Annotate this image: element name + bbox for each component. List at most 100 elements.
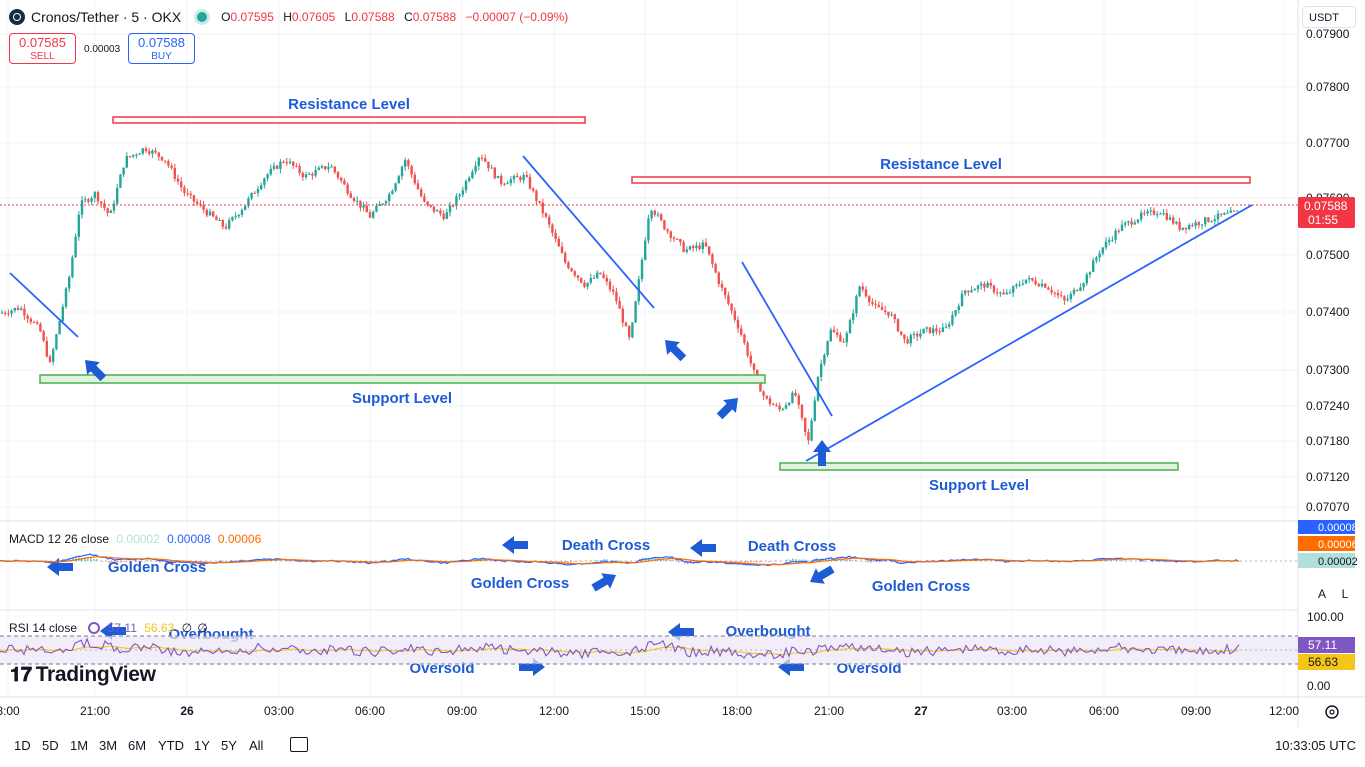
candle-body (77, 214, 80, 237)
range-6m[interactable]: 6M (128, 738, 147, 753)
candle-body (848, 320, 852, 334)
log-scale-button[interactable]: L (1341, 587, 1349, 601)
buy-button[interactable]: 0.07588 BUY (128, 33, 195, 64)
range-1d[interactable]: 1D (14, 738, 31, 753)
macd-title: MACD 12 26 close (9, 532, 110, 546)
candle-body (1184, 227, 1188, 230)
annotation-arrow-icon[interactable] (806, 561, 838, 590)
candle-body (167, 161, 170, 166)
candle-body (1031, 277, 1034, 281)
range-1m[interactable]: 1M (70, 738, 89, 753)
range-all[interactable]: All (249, 738, 264, 753)
candle-body (183, 187, 186, 194)
candle-body (1200, 224, 1204, 226)
annotation-arrow-icon[interactable] (713, 392, 744, 423)
macd-hist-bar (417, 561, 419, 562)
candle-body (151, 150, 154, 154)
macd-hist-bar (846, 559, 848, 561)
range-1y[interactable]: 1Y (194, 738, 210, 753)
sell-button[interactable]: 0.07585 SELL (9, 33, 76, 64)
range-3m[interactable]: 3M (99, 738, 118, 753)
range-5y[interactable]: 5Y (221, 738, 237, 753)
annotation-arrow-icon[interactable] (659, 334, 690, 365)
annotation-arrow-icon[interactable] (79, 354, 110, 385)
buy-label: BUY (151, 51, 172, 62)
candle-body (1114, 230, 1117, 240)
currency-selector[interactable]: USDT (1302, 6, 1356, 28)
candle-body (432, 206, 436, 212)
macd-hist-bar (372, 561, 374, 562)
candle-body (816, 376, 820, 401)
candle-body (1098, 253, 1101, 258)
macd-hist-bar (684, 561, 686, 564)
candle-body (74, 236, 77, 258)
support-trendline[interactable] (805, 204, 1253, 462)
clock[interactable]: 10:33:05 UTC (1275, 738, 1356, 753)
candle-body (653, 210, 656, 215)
candle-body (570, 268, 573, 272)
annotation-arrow-icon[interactable] (502, 536, 528, 554)
candle-body (45, 340, 48, 357)
rsi-sync-icon (88, 622, 101, 634)
candle-body (282, 161, 285, 163)
candle-body (80, 200, 84, 215)
resistance-zone-2[interactable] (631, 176, 1251, 184)
candle-body (340, 177, 343, 181)
candle-body (845, 333, 848, 343)
candle-body (1037, 284, 1040, 287)
candle-body (730, 303, 733, 311)
trendline-2[interactable] (522, 155, 655, 309)
symbol-title[interactable]: Cronos/Tether · 5 · OKX (31, 9, 182, 25)
candle-body (618, 301, 621, 309)
ohlc-values: O0.07595 H0.07605 L0.07588 C0.07588 −0.0… (221, 10, 569, 24)
candle-body (532, 188, 535, 191)
market-status-icon (197, 12, 208, 22)
candle-body (119, 174, 122, 188)
price-chart[interactable]: Resistance Level Resistance Level Suppor… (0, 0, 1365, 729)
macd-hist-bar (147, 560, 149, 561)
macd-hist-bar (876, 561, 878, 563)
macd-hist-bar (111, 561, 113, 563)
death-cross-label-2: Death Cross (748, 538, 836, 555)
candle-body (1149, 210, 1152, 212)
candle-body (944, 326, 948, 328)
candle-body (784, 404, 788, 409)
candle-body (935, 328, 938, 332)
time-tick: 09:00 (1181, 704, 1211, 718)
candle-body (1194, 222, 1197, 226)
support-zone-1[interactable] (39, 374, 766, 384)
support-zone-2[interactable] (779, 462, 1179, 471)
annotation-arrow-icon[interactable] (589, 567, 621, 596)
range-ytd[interactable]: YTD (158, 738, 184, 753)
last-price-tag (1298, 197, 1355, 228)
macd-hist-bar (69, 558, 71, 561)
candle-body (720, 284, 724, 288)
candle-body (836, 332, 839, 335)
candle-body (919, 333, 922, 337)
rsi-tag (1298, 637, 1355, 653)
auto-scale-button[interactable]: A (1317, 587, 1326, 601)
candle-body (276, 165, 279, 169)
range-5d[interactable]: 5D (42, 738, 59, 753)
trendline-1[interactable] (9, 272, 79, 338)
macd-legend[interactable]: MACD 12 26 close 0.00002 0.00008 0.00006 (9, 532, 261, 546)
price-tick: 0.07120 (1306, 470, 1350, 484)
rsi-legend[interactable]: RSI 14 close 57.11 56.63 ∅ ∅ (9, 621, 208, 635)
candle-body (807, 432, 810, 441)
trendline-3[interactable] (741, 261, 833, 417)
annotation-arrow-icon[interactable] (813, 440, 831, 466)
date-range-calendar-icon[interactable] (290, 737, 308, 752)
candle-body (180, 181, 183, 188)
candle-body (1216, 213, 1220, 220)
macd-hist-bar (1116, 559, 1118, 561)
resistance-zone-1[interactable] (112, 116, 586, 124)
candle-body (912, 333, 916, 336)
settings-gear-icon[interactable] (1325, 705, 1339, 719)
rsi-value-4: ∅ (197, 621, 208, 635)
macd-hist-bar (1125, 561, 1127, 562)
candle-body (461, 190, 464, 195)
candle-body (826, 341, 829, 355)
macd-hist-bar (843, 558, 845, 561)
rsi-value-1: 57.11 (107, 621, 137, 635)
annotation-arrow-icon[interactable] (690, 539, 716, 557)
